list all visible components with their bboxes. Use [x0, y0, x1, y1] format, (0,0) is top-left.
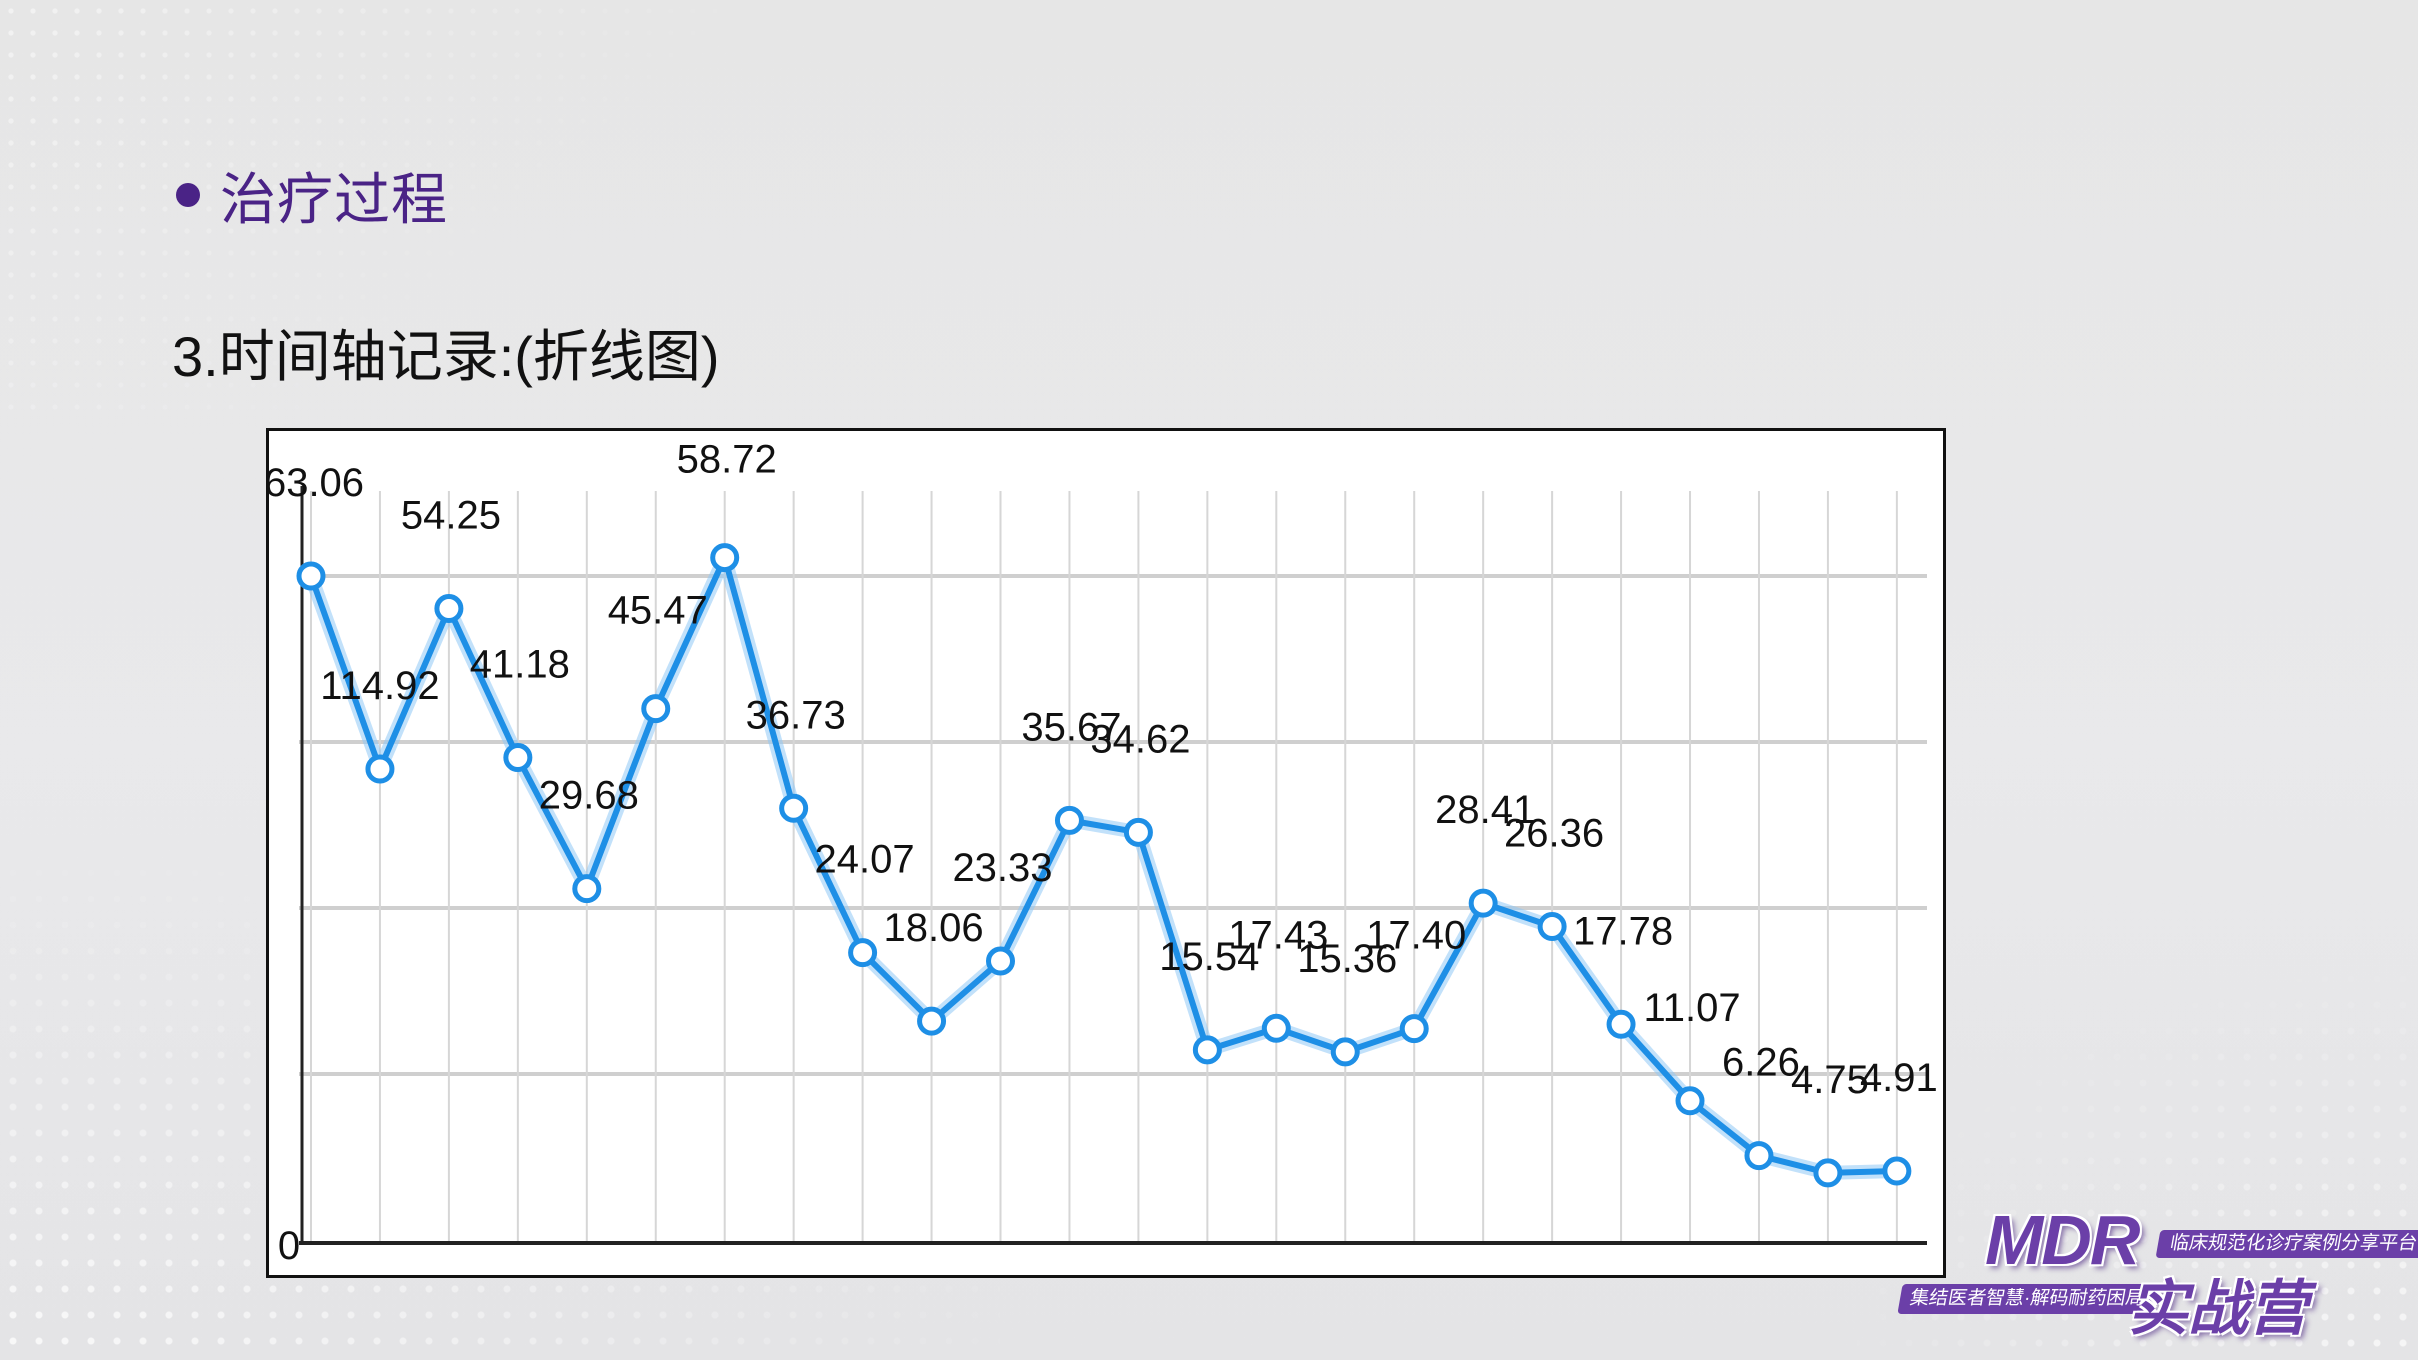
- data-point: [296, 561, 326, 591]
- data-point: [986, 946, 1016, 976]
- data-point: [1675, 1086, 1705, 1116]
- data-point: [365, 754, 395, 784]
- data-label: 29.68: [539, 774, 639, 818]
- data-label: 35.67: [1021, 705, 1121, 749]
- data-label: 18.06: [884, 906, 984, 950]
- data-point: [1882, 1156, 1912, 1186]
- data-point: [1330, 1037, 1360, 1067]
- series-line: [308, 554, 1897, 1176]
- data-point: [572, 874, 602, 904]
- data-point: [779, 793, 809, 823]
- y-tick-label: 0: [278, 1224, 300, 1268]
- data-label: 17.40: [1366, 914, 1466, 958]
- bullet-icon: [176, 183, 200, 207]
- data-point: [1054, 805, 1084, 835]
- data-label: 34.62: [1090, 717, 1190, 761]
- data-label: 6.26: [1722, 1041, 1800, 1085]
- data-label: 17.43: [1228, 913, 1328, 957]
- data-label: 41.18: [470, 643, 570, 687]
- data-label: 114.92: [320, 664, 439, 708]
- data-label: 36.73: [746, 693, 846, 737]
- data-point: [1192, 1035, 1222, 1065]
- y-tick-label: 63.06: [269, 461, 364, 505]
- data-label: 54.25: [401, 494, 501, 538]
- logo-name: 实战营: [2128, 1275, 2308, 1342]
- line-chart: 63.06 0 114.92 54.25 41.18 29.68 45.47 58.72 36.…: [266, 428, 1946, 1278]
- data-point: [434, 594, 464, 624]
- data-label: 17.78: [1573, 909, 1673, 953]
- data-point: [503, 743, 533, 773]
- data-label: 15.36: [1297, 937, 1397, 981]
- data-point: [1399, 1014, 1429, 1044]
- data-point: [1261, 1013, 1291, 1043]
- data-label: 45.47: [608, 589, 708, 633]
- data-label: 4.75: [1791, 1058, 1869, 1102]
- logo-slogan: 集结医者智慧·解码耐药困局: [1897, 1284, 2157, 1314]
- line-chart-svg: 63.06 0 114.92 54.25 41.18 29.68 45.47 58.72 36.…: [269, 438, 1938, 1268]
- slide-subtitle: 3.时间轴记录:(折线图): [172, 325, 720, 388]
- data-point: [710, 543, 740, 573]
- logo-tagline: 临床规范化诊疗案例分享平台: [2155, 1230, 2418, 1258]
- data-label: 28.41: [1435, 788, 1535, 832]
- data-label: 4.91: [1860, 1056, 1938, 1100]
- data-point: [917, 1006, 947, 1036]
- data-label: 24.07: [815, 838, 915, 882]
- data-label: 15.54: [1159, 935, 1259, 979]
- data-point: [641, 694, 671, 724]
- section-heading: 治疗过程: [176, 160, 448, 231]
- data-point: [1813, 1158, 1843, 1188]
- background-dots-top-left: [0, 0, 900, 420]
- data-label: 11.07: [1643, 986, 1740, 1030]
- data-point: [1123, 817, 1153, 847]
- data-point: [1744, 1141, 1774, 1171]
- logo-brand: MDR: [1985, 1201, 2140, 1279]
- data-label: 26.36: [1504, 811, 1604, 855]
- data-point: [1606, 1009, 1636, 1039]
- data-point: [848, 938, 878, 968]
- data-point: [1537, 911, 1567, 941]
- section-title: 治疗过程: [220, 167, 448, 231]
- data-label: 58.72: [677, 438, 777, 482]
- mdr-logo: MDR 临床规范化诊疗案例分享平台 集结医者智慧·解码耐药困局 实战营: [1897, 1200, 2418, 1342]
- data-point: [1468, 888, 1498, 918]
- data-label: 23.33: [952, 846, 1052, 890]
